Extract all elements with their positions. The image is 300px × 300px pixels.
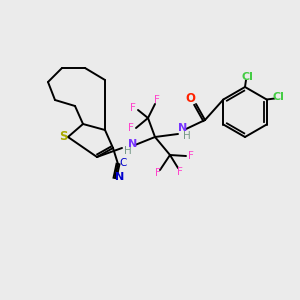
Text: H: H	[183, 131, 191, 141]
Text: F: F	[130, 103, 136, 113]
Text: Cl: Cl	[273, 92, 285, 103]
Text: N: N	[116, 172, 124, 182]
Text: N: N	[178, 123, 188, 133]
Text: F: F	[128, 123, 134, 133]
Text: F: F	[188, 151, 194, 161]
Text: Cl: Cl	[241, 72, 253, 82]
Text: N: N	[128, 139, 138, 149]
Text: O: O	[185, 92, 195, 106]
Text: S: S	[59, 130, 67, 142]
Text: H: H	[124, 146, 132, 156]
Text: C: C	[119, 158, 127, 168]
Text: F: F	[155, 168, 161, 178]
Text: F: F	[177, 167, 183, 177]
Text: F: F	[154, 95, 160, 105]
